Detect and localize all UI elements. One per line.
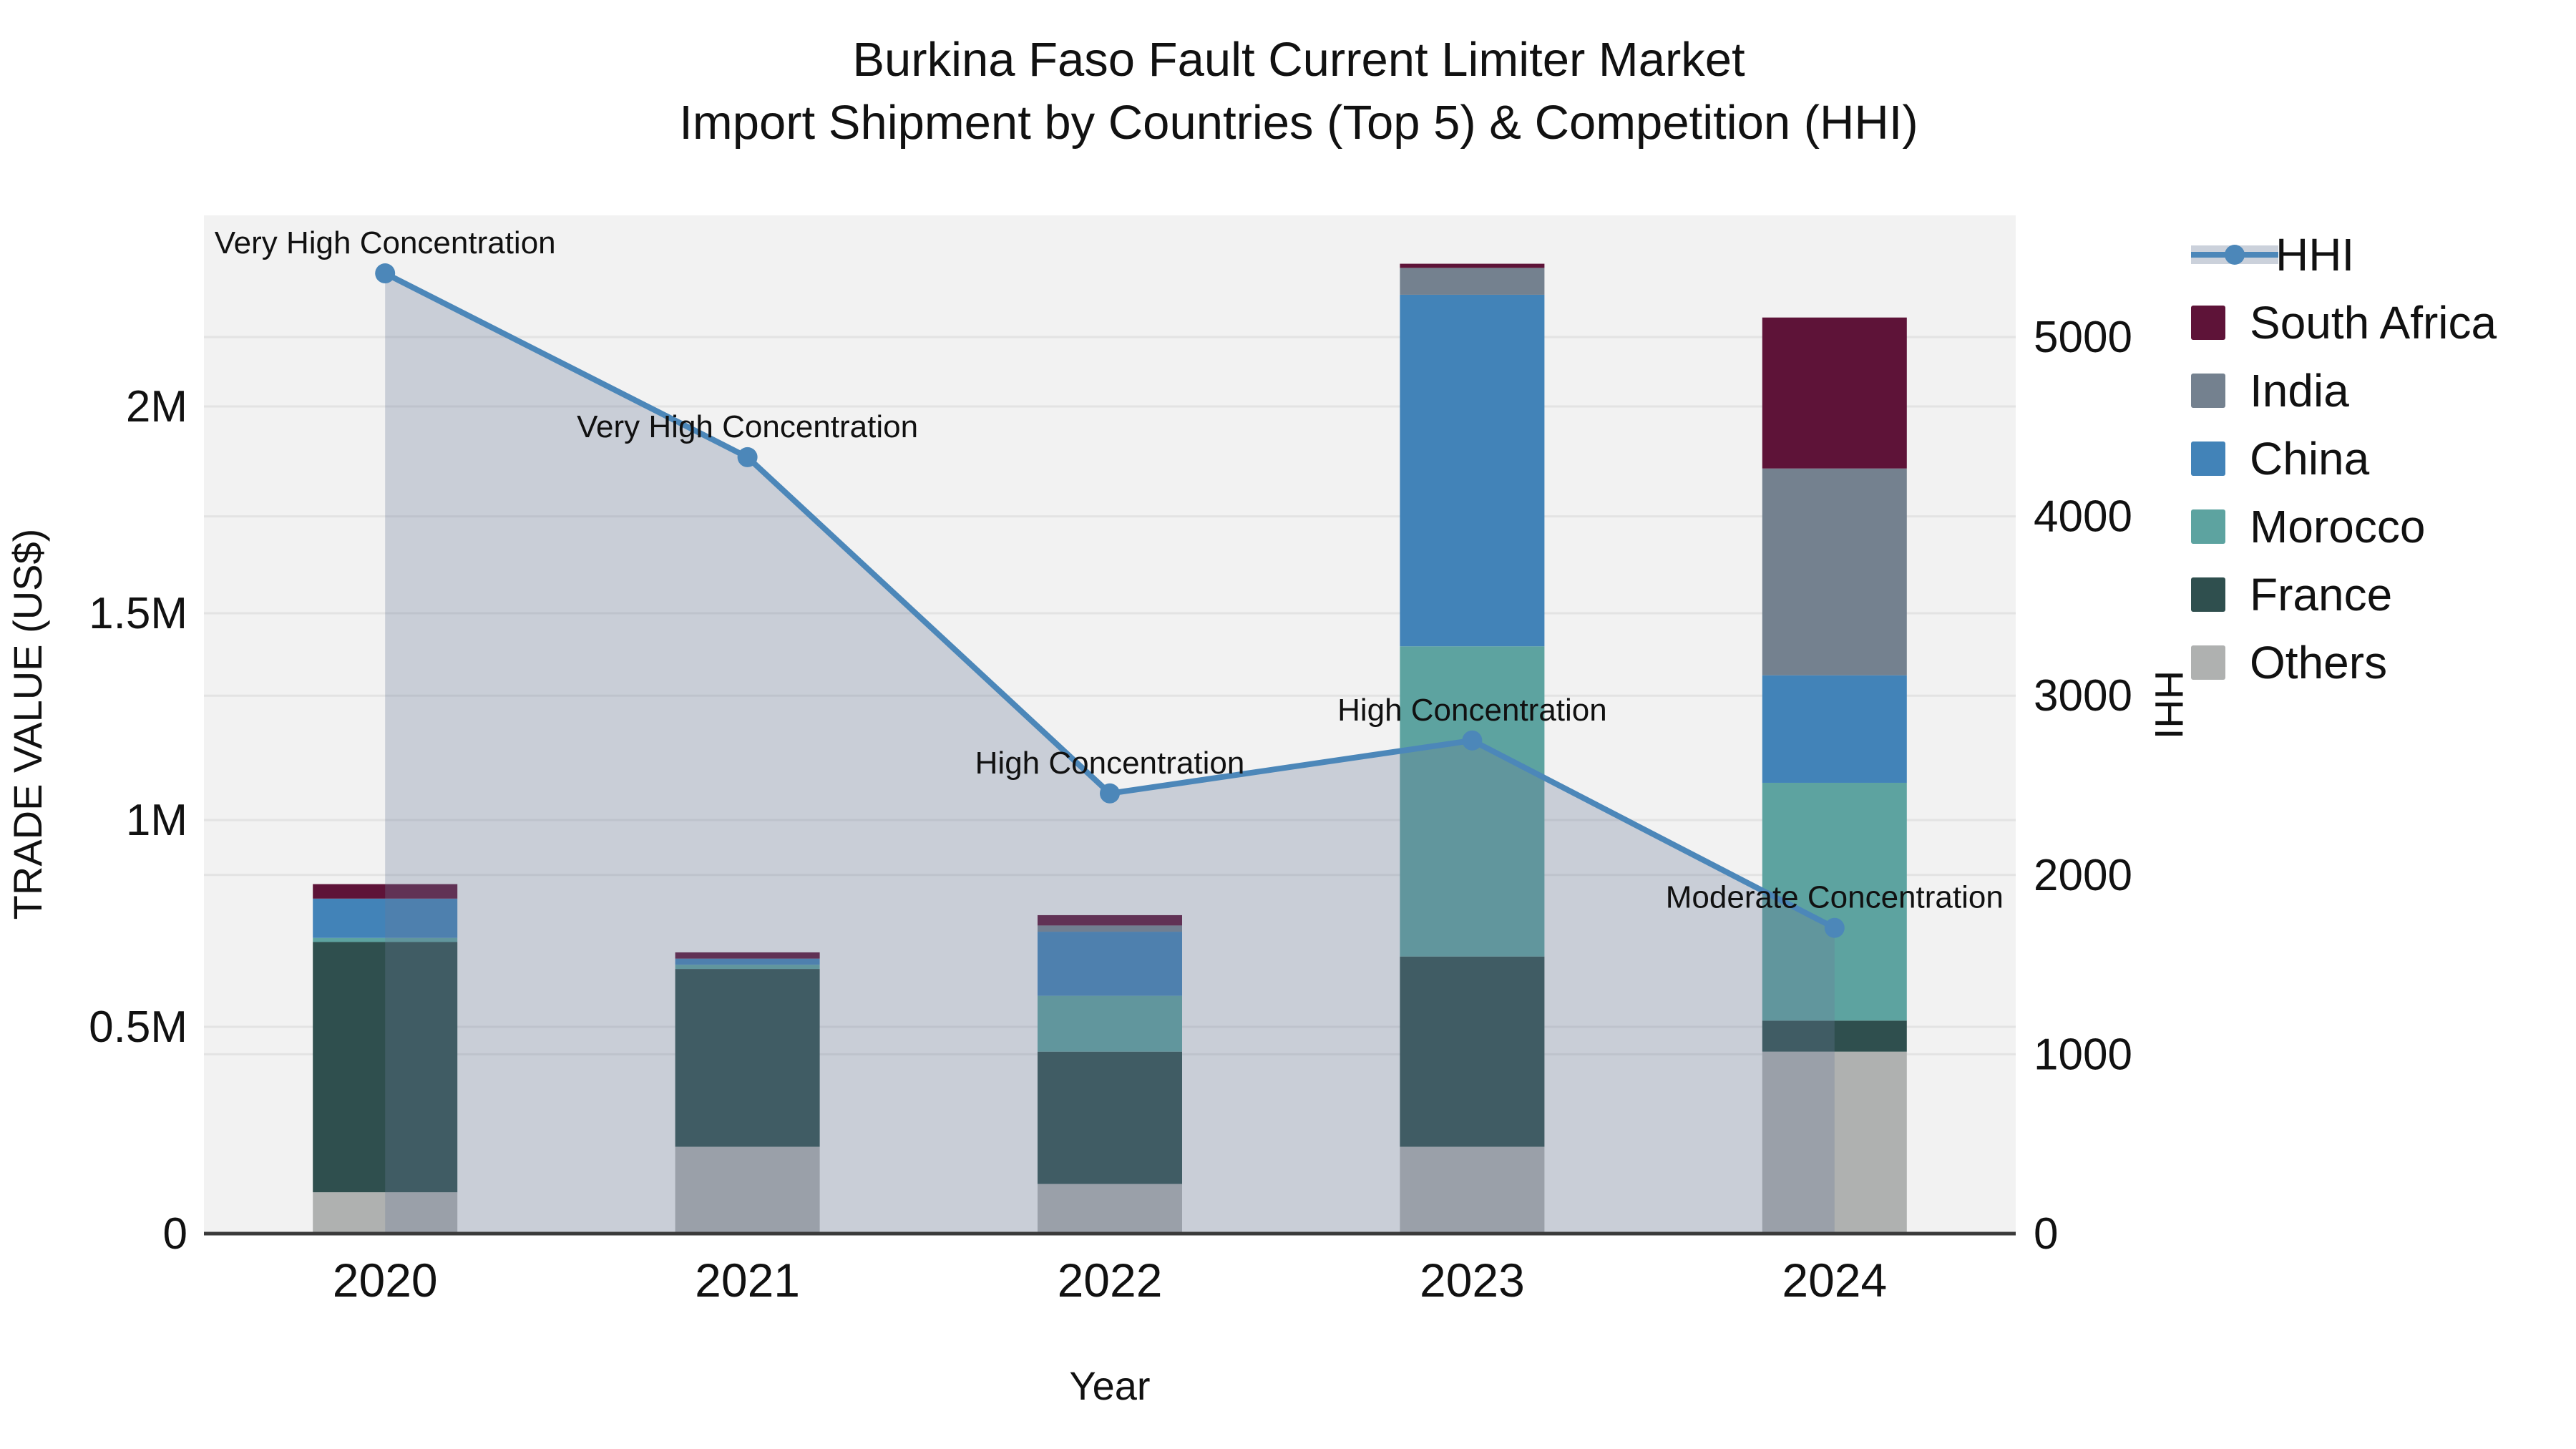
x-tick-label: 2021 — [695, 1254, 800, 1307]
bar-segment-china[interactable] — [313, 898, 458, 938]
south-africa-swatch-icon — [2191, 306, 2225, 340]
annotation-label: Moderate Concentration — [1666, 880, 2004, 915]
legend-label: Morocco — [2250, 501, 2426, 552]
bar-segment-china[interactable] — [1762, 675, 1907, 783]
annotation-label: High Concentration — [975, 746, 1245, 781]
x-tick-label: 2022 — [1058, 1254, 1163, 1307]
y-right-axis-title: HHI — [2147, 670, 2192, 739]
bar-segment-india[interactable] — [1038, 925, 1182, 932]
bar-segment-south-africa[interactable] — [675, 952, 820, 959]
legend-item-others[interactable]: Others — [2191, 637, 2497, 688]
y-left-tick-label: 1.5M — [89, 589, 187, 638]
y-left-tick-label: 1M — [126, 796, 187, 845]
y-right-tick-label: 5000 — [2034, 313, 2132, 362]
bar-segment-morocco[interactable] — [675, 965, 820, 970]
hhi-marker-2022[interactable] — [1100, 783, 1120, 804]
bar-segment-others[interactable] — [313, 1192, 458, 1234]
hhi-marker-2024[interactable] — [1824, 917, 1845, 938]
legend-label: China — [2250, 433, 2370, 484]
annotation-label: Very High Concentration — [577, 409, 918, 444]
y-right-tick-label: 1000 — [2034, 1030, 2132, 1079]
legend-label: France — [2250, 569, 2393, 620]
bar-segment-france[interactable] — [675, 969, 820, 1147]
annotation-label: Very High Concentration — [215, 225, 556, 260]
bar-segment-south-africa[interactable] — [1038, 914, 1182, 926]
bar-segment-south-africa[interactable] — [1762, 317, 1907, 469]
bar-segment-morocco[interactable] — [313, 937, 458, 942]
bar-segment-south-africa[interactable] — [313, 884, 458, 899]
y-left-tick-label: 2M — [126, 382, 187, 431]
x-tick-label: 2020 — [333, 1254, 438, 1307]
y-left-axis-title: TRADE VALUE (US$) — [5, 529, 50, 920]
hhi-marker-2020[interactable] — [375, 263, 396, 284]
legend: HHI South Africa India China Morocco Fra… — [2191, 229, 2497, 688]
y-left-tick-label: 0 — [163, 1209, 187, 1259]
france-swatch-icon — [2191, 577, 2225, 612]
y-left-tick-label: 0.5M — [89, 1002, 187, 1052]
bar-segment-france[interactable] — [313, 942, 458, 1193]
x-axis-title: Year — [1069, 1363, 1150, 1408]
china-swatch-icon — [2191, 441, 2225, 476]
legend-item-hhi[interactable]: HHI — [2191, 229, 2497, 280]
bar-segment-china[interactable] — [1038, 932, 1182, 996]
bar-segment-morocco[interactable] — [1400, 646, 1545, 957]
hhi-marker-2021[interactable] — [737, 447, 758, 467]
legend-label: South Africa — [2250, 297, 2497, 348]
india-swatch-icon — [2191, 374, 2225, 408]
legend-label: Others — [2250, 637, 2388, 688]
bar-segment-others[interactable] — [675, 1146, 820, 1234]
bar-segment-france[interactable] — [1038, 1051, 1182, 1184]
legend-label: HHI — [2275, 229, 2355, 280]
legend-item-china[interactable]: China — [2191, 433, 2497, 484]
legend-item-morocco[interactable]: Morocco — [2191, 501, 2497, 552]
legend-item-india[interactable]: India — [2191, 365, 2497, 416]
bar-segment-others[interactable] — [1038, 1184, 1182, 1234]
legend-item-france[interactable]: France — [2191, 569, 2497, 620]
bar-segment-france[interactable] — [1400, 956, 1545, 1147]
y-right-tick-label: 3000 — [2034, 671, 2132, 721]
legend-label: India — [2250, 365, 2349, 416]
bar-segment-france[interactable] — [1762, 1020, 1907, 1052]
y-right-tick-label: 2000 — [2034, 851, 2132, 900]
hhi-line-sample-icon — [2191, 245, 2278, 265]
bar-segment-south-africa[interactable] — [1400, 263, 1545, 268]
hhi-marker-2023[interactable] — [1462, 730, 1483, 751]
bar-segment-india[interactable] — [1400, 268, 1545, 295]
x-tick-label: 2023 — [1420, 1254, 1525, 1307]
legend-item-south-africa[interactable]: South Africa — [2191, 297, 2497, 348]
bar-segment-others[interactable] — [1762, 1051, 1907, 1234]
y-right-tick-label: 4000 — [2034, 492, 2132, 542]
bar-segment-china[interactable] — [675, 958, 820, 965]
chart-title-line2: Import Shipment by Countries (Top 5) & C… — [679, 96, 1918, 150]
bar-segment-china[interactable] — [1400, 294, 1545, 647]
chart-title-line1: Burkina Faso Fault Current Limiter Marke… — [852, 33, 1745, 87]
others-swatch-icon — [2191, 645, 2225, 680]
bar-segment-india[interactable] — [1762, 468, 1907, 675]
x-tick-label: 2024 — [1782, 1254, 1887, 1307]
morocco-swatch-icon — [2191, 509, 2225, 544]
bar-segment-others[interactable] — [1400, 1146, 1545, 1234]
hhi-area — [385, 273, 1835, 1234]
annotation-label: High Concentration — [1337, 693, 1607, 728]
bar-segment-morocco[interactable] — [1038, 995, 1182, 1052]
chart-title: Burkina Faso Fault Current Limiter Marke… — [21, 29, 2576, 155]
y-right-tick-label: 0 — [2034, 1209, 2058, 1259]
